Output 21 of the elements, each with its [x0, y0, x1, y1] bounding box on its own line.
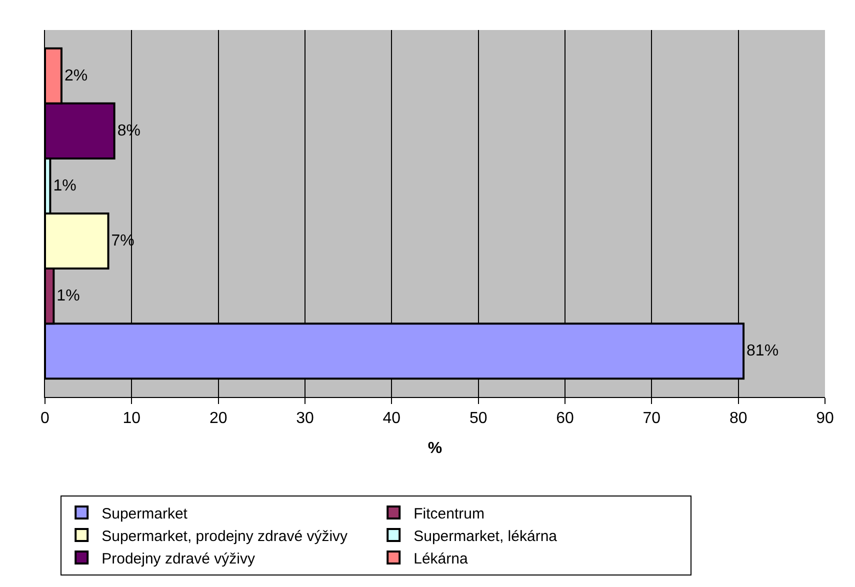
x-tick-label: 50	[469, 410, 488, 428]
x-tick-label: 90	[816, 410, 834, 428]
data-label: 1%	[56, 288, 80, 305]
legend-label: Prodejny zdravé výživy	[102, 550, 256, 568]
x-tick-label: 80	[729, 410, 748, 428]
legend-label: Supermarket, lékárna	[414, 528, 558, 545]
x-tick-label: 10	[122, 410, 141, 428]
data-label: 1%	[53, 177, 76, 194]
legend-label: Supermarket, prodejny zdravé výživy	[102, 528, 348, 545]
x-tick-label: 40	[382, 410, 401, 428]
x-tick-label: 20	[209, 410, 228, 428]
x-tick-label: 0	[40, 410, 50, 428]
x-tick-label: 70	[642, 410, 661, 428]
data-label: 81%	[746, 342, 779, 360]
data-label: 2%	[64, 67, 88, 84]
legend-label: Lékárna	[414, 550, 468, 568]
x-tick-label: 60	[556, 410, 574, 428]
legend-label: Supermarket	[102, 505, 188, 522]
legend-label: Fitcentrum	[414, 505, 484, 522]
x-axis-title: %	[428, 440, 442, 457]
x-tick-label: 30	[296, 410, 314, 428]
